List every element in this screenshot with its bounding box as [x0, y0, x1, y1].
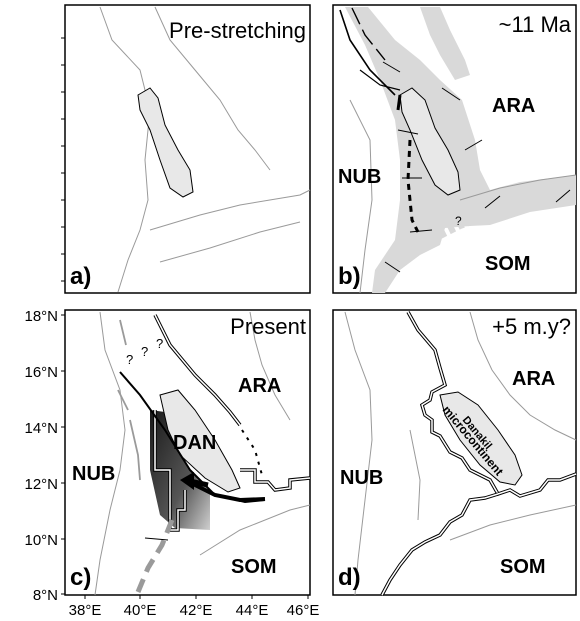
ticks-a	[61, 37, 65, 282]
danakil-block-a	[137, 87, 194, 198]
y-tick-10n: 10°N	[24, 532, 58, 549]
plate-nub-b: NUB	[338, 166, 381, 188]
coastline-c-west	[94, 311, 126, 596]
propagating-rift-c	[135, 519, 175, 593]
x-tick-40e: 40°E	[124, 602, 157, 619]
panel-c-letter: c)	[70, 564, 91, 591]
panel-b-letter: b)	[338, 263, 361, 290]
coastline-a-gulf2	[159, 221, 301, 263]
x-tick-42e: 42°E	[180, 602, 213, 619]
plate-som-b: SOM	[485, 253, 531, 275]
y-tick-16n: 16°N	[24, 364, 58, 381]
fault-b-2	[351, 7, 386, 61]
coastline-b-gulf	[459, 174, 577, 201]
x-axis: 38°E 40°E 42°E 44°E 46°E	[69, 595, 320, 619]
plate-ara-c: ARA	[238, 375, 281, 397]
danakil-block-d	[439, 391, 523, 486]
panel-b-title: ~11 Ma	[499, 12, 572, 37]
coastline-a	[99, 6, 151, 293]
coastline-d-east	[469, 311, 577, 441]
fault-b-3	[359, 69, 401, 91]
x-tick-46e: 46°E	[287, 602, 320, 619]
ridge-c-west-inner	[154, 410, 186, 531]
panel-d-letter: d)	[338, 564, 361, 591]
panel-a: Pre-stretching a)	[61, 4, 311, 294]
plate-nub-c: NUB	[72, 463, 115, 485]
arc-fault-c	[119, 371, 266, 504]
gray-fault-c-2	[129, 419, 141, 481]
y-axis: 18°N 16°N 14°N 12°N 10°N 8°N	[24, 308, 65, 604]
panel-b: ~11 Ma ARA NUB SOM ? b)	[332, 4, 577, 294]
coastline-d-west	[344, 311, 373, 596]
fault-b-1	[339, 9, 396, 96]
plate-ara-b: ARA	[492, 95, 535, 117]
question-c-2: ?	[141, 344, 148, 359]
panel-a-letter: a)	[70, 263, 91, 290]
coastline-c-gulf	[199, 504, 311, 556]
coastline-c-east	[249, 311, 291, 421]
x-tick-44e: 44°E	[236, 602, 269, 619]
extension-arrow-c	[144, 537, 169, 541]
plate-boundary-c-1-inner	[154, 314, 241, 426]
gray-fault-c-3	[117, 389, 129, 411]
plate-som-c: SOM	[231, 556, 277, 578]
panel-c-title: Present	[230, 314, 306, 339]
rift-band-b	[345, 7, 576, 293]
question-b: ?	[455, 214, 462, 228]
spreading-axis-b	[406, 139, 420, 233]
block-dan-c: DAN	[173, 432, 216, 454]
panel-d: +5 m.y? ARA NUB SOM Danakil microcontine…	[332, 309, 577, 596]
coastline-a-gulf	[149, 189, 311, 231]
panel-a-title: Pre-stretching	[169, 18, 306, 43]
panel-c: Present ? ? ? ARA NUB SOM DAN c)	[64, 309, 311, 596]
plate-boundary-d-inner	[407, 311, 577, 497]
plate-som-d: SOM	[500, 556, 546, 578]
coastline-a-east	[154, 6, 271, 171]
coastline-b-west	[349, 99, 373, 294]
plate-ara-d: ARA	[512, 368, 555, 390]
plate-nub-d: NUB	[340, 467, 383, 489]
y-tick-18n: 18°N	[24, 308, 58, 325]
coastline-d-inner	[409, 429, 421, 521]
question-c-1: ?	[126, 352, 133, 367]
rift-band-b-east	[420, 7, 470, 80]
panel-d-title: +5 m.y?	[492, 314, 571, 339]
x-tick-38e: 38°E	[69, 602, 102, 619]
gray-fault-c-1	[119, 319, 127, 346]
y-tick-12n: 12°N	[24, 476, 58, 493]
y-tick-14n: 14°N	[24, 420, 58, 437]
ridge-d-south-inner	[381, 493, 499, 596]
ridge-c-inner	[240, 469, 311, 491]
coastline-d-gulf	[449, 504, 577, 541]
danakil-block-b	[399, 87, 461, 196]
rotation-arrowhead-c	[180, 472, 194, 490]
dark-rift-c	[150, 410, 210, 530]
arc-fault-c-bottom	[184, 478, 266, 503]
y-tick-8n: 8°N	[33, 587, 58, 604]
spreading-axis-b2	[396, 94, 402, 111]
question-c-3: ?	[156, 336, 163, 351]
extension-arrows-b	[382, 61, 571, 273]
future-rift-b	[438, 214, 482, 239]
